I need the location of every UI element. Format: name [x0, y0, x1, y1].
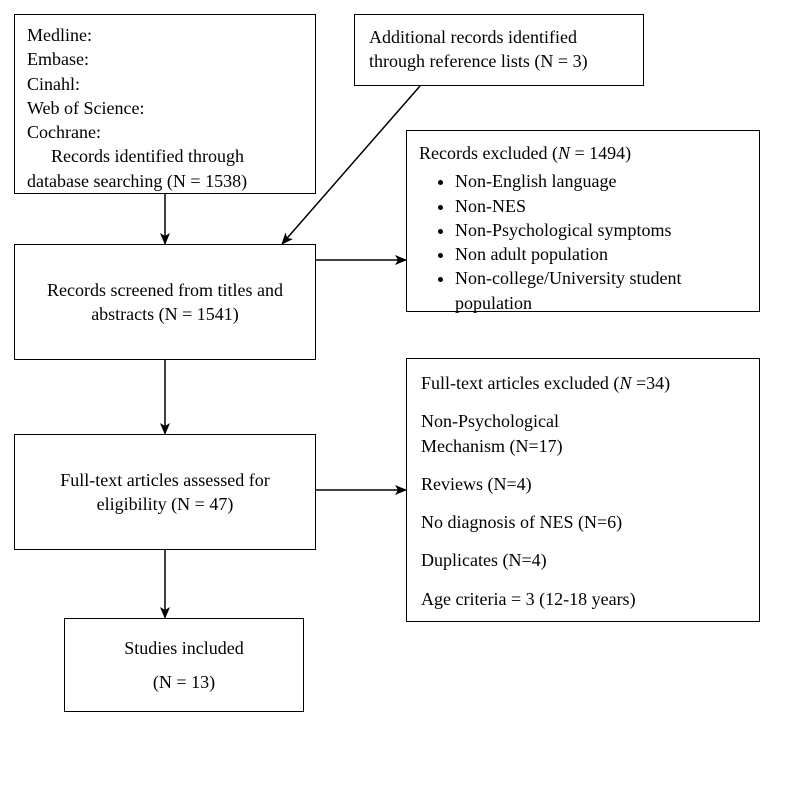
bullet-item: Non-NES	[455, 194, 747, 218]
text: database searching (N = 1538)	[27, 169, 303, 193]
bullet-item: Non adult population	[455, 242, 747, 266]
bullet-item: Non-college/University student populatio…	[455, 266, 747, 315]
text: through reference lists (N = 3)	[369, 49, 629, 73]
text: Mechanism (N=17)	[421, 434, 745, 458]
text: No diagnosis of NES (N=6)	[421, 510, 745, 534]
text: Duplicates (N=4)	[421, 548, 745, 572]
text: Non-Psychological	[421, 409, 745, 433]
flowchart-canvas: Medline: Embase: Cinahl: Web of Science:…	[0, 0, 794, 803]
text: Web of Science:	[27, 96, 303, 120]
text: Records identified through	[51, 144, 303, 168]
text: Reviews (N=4)	[421, 472, 745, 496]
text: eligibility (N = 47)	[97, 492, 234, 516]
node-additional: Additional records identified through re…	[354, 14, 644, 86]
node-db-search: Medline: Embase: Cinahl: Web of Science:…	[14, 14, 316, 194]
node-fulltext: Full-text articles assessed for eligibil…	[14, 434, 316, 550]
text: Cinahl:	[27, 72, 303, 96]
node-excluded-1: Records excluded (N = 1494) Non-English …	[406, 130, 760, 312]
text: (N = 13)	[153, 670, 215, 694]
text: Full-text articles assessed for	[60, 468, 269, 492]
text: Additional records identified	[369, 25, 629, 49]
bullet-item: Non-Psychological symptoms	[455, 218, 747, 242]
node-screened: Records screened from titles and abstrac…	[14, 244, 316, 360]
text: abstracts (N = 1541)	[91, 302, 239, 326]
text: Records screened from titles and	[47, 278, 283, 302]
node-excluded-2: Full-text articles excluded (N =34) Non-…	[406, 358, 760, 622]
text: Records excluded (N = 1494)	[419, 141, 747, 165]
text: Age criteria = 3 (12-18 years)	[421, 587, 745, 611]
text: Studies included	[124, 636, 244, 660]
text: Cochrane:	[27, 120, 303, 144]
text: Full-text articles excluded (N =34)	[421, 371, 745, 395]
text: Embase:	[27, 47, 303, 71]
text: Medline:	[27, 23, 303, 47]
node-included: Studies included (N = 13)	[64, 618, 304, 712]
bullet-item: Non-English language	[455, 169, 747, 193]
bullet-list: Non-English language Non-NES Non-Psychol…	[419, 169, 747, 315]
